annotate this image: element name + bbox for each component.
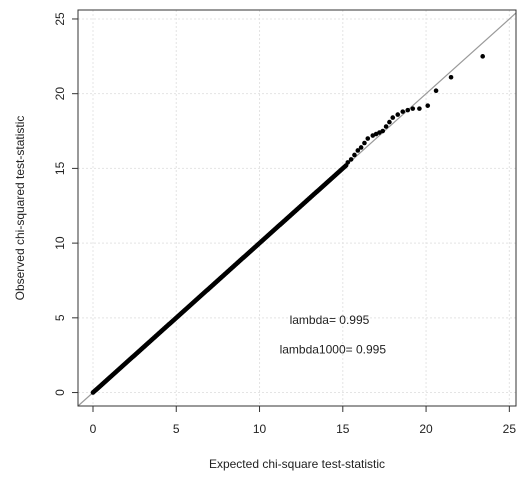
data-point-317 bbox=[387, 119, 392, 125]
x-axis-label: Expected chi-square test-statistic bbox=[209, 457, 385, 471]
data-point-310 bbox=[362, 140, 367, 146]
annotation-lambda1000: lambda1000= 0.995 bbox=[280, 343, 387, 357]
data-point-308 bbox=[355, 148, 361, 153]
x-tick-label-1: 5 bbox=[173, 422, 180, 436]
data-point-323 bbox=[417, 106, 422, 111]
y-axis-label: Observed chi-squared test-statistic bbox=[13, 116, 27, 301]
x-tick-label-5: 25 bbox=[503, 422, 517, 436]
x-tick-label-0: 0 bbox=[90, 422, 97, 436]
data-point-322 bbox=[410, 106, 416, 111]
data-point-318 bbox=[390, 115, 396, 120]
x-tick-label-3: 15 bbox=[336, 422, 350, 436]
data-point-315 bbox=[380, 128, 386, 134]
y-tick-label-4: 20 bbox=[53, 87, 67, 101]
data-point-306 bbox=[348, 157, 354, 162]
data-point-326 bbox=[448, 74, 454, 80]
grid bbox=[78, 10, 516, 406]
data-point-307 bbox=[352, 152, 357, 158]
x-axis: 0 5 10 15 20 25 bbox=[90, 406, 517, 436]
x-tick-label-4: 20 bbox=[419, 422, 433, 436]
y-tick-label-2: 10 bbox=[53, 236, 67, 250]
data-points bbox=[90, 54, 485, 395]
annotation-lambda: lambda= 0.995 bbox=[290, 313, 370, 327]
y-tick-label-1: 5 bbox=[53, 314, 67, 321]
data-point-305 bbox=[345, 160, 351, 165]
y-tick-label-3: 15 bbox=[53, 161, 67, 175]
data-point-311 bbox=[365, 136, 371, 141]
data-point-325 bbox=[433, 88, 439, 93]
data-point-327 bbox=[480, 54, 485, 59]
plot-frame bbox=[77, 9, 517, 407]
data-point-324 bbox=[425, 103, 431, 108]
data-point-320 bbox=[400, 109, 406, 114]
data-point-309 bbox=[358, 145, 364, 150]
y-tick-label-5: 25 bbox=[53, 12, 67, 26]
y-axis: 0 5 10 15 20 25 bbox=[53, 12, 78, 396]
data-point-319 bbox=[395, 112, 401, 117]
x-tick-label-2: 10 bbox=[253, 422, 267, 436]
y-tick-label-0: 0 bbox=[53, 389, 67, 396]
data-point-316 bbox=[383, 124, 389, 129]
data-point-321 bbox=[405, 107, 411, 113]
